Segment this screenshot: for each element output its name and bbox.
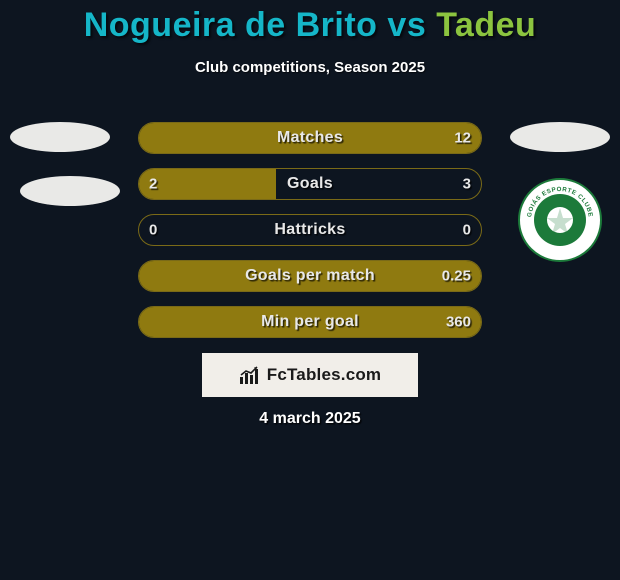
- stat-row-matches: Matches12: [138, 122, 482, 154]
- brand-chart-icon: [239, 365, 263, 385]
- club-crest: GOIÁS ESPORTE CLUBE 6-4-1943: [518, 178, 602, 262]
- stat-value-right: 0.25: [442, 268, 471, 285]
- title-vs: vs: [387, 6, 426, 44]
- comparison-bars: Matches12 Goals2 3 Hattricks0 0 Goals per mat…: [138, 122, 482, 352]
- title-right: Tadeu: [436, 6, 536, 44]
- player-right-badge-top: [510, 122, 610, 152]
- stat-value-right: 12: [454, 130, 471, 147]
- stat-label: Goals per match: [139, 267, 481, 285]
- date-label: 4 march 2025: [0, 410, 620, 428]
- brand-text: FcTables.com: [267, 365, 382, 385]
- stat-label: Goals: [139, 175, 481, 193]
- stat-value-left: 0: [149, 222, 157, 239]
- stat-row-hattricks: Hattricks0 0: [138, 214, 482, 246]
- page-title: Nogueira de Brito vs Tadeu: [0, 0, 620, 45]
- stat-label: Matches: [139, 129, 481, 147]
- player-left-badge-top: [10, 122, 110, 152]
- brand-box: FcTables.com: [202, 353, 418, 397]
- stat-value-right: 3: [463, 176, 471, 193]
- stat-row-goals-per-match: Goals per match0.25: [138, 260, 482, 292]
- subtitle: Club competitions, Season 2025: [0, 59, 620, 76]
- stat-label: Min per goal: [139, 313, 481, 331]
- stat-row-min-per-goal: Min per goal360: [138, 306, 482, 338]
- stat-value-left: 2: [149, 176, 157, 193]
- stat-row-goals: Goals2 3: [138, 168, 482, 200]
- stat-value-right: 360: [446, 314, 471, 331]
- stat-label: Hattricks: [139, 221, 481, 239]
- stat-value-right: 0: [463, 222, 471, 239]
- player-left-badge-bottom: [20, 176, 120, 206]
- title-left: Nogueira de Brito: [84, 6, 378, 44]
